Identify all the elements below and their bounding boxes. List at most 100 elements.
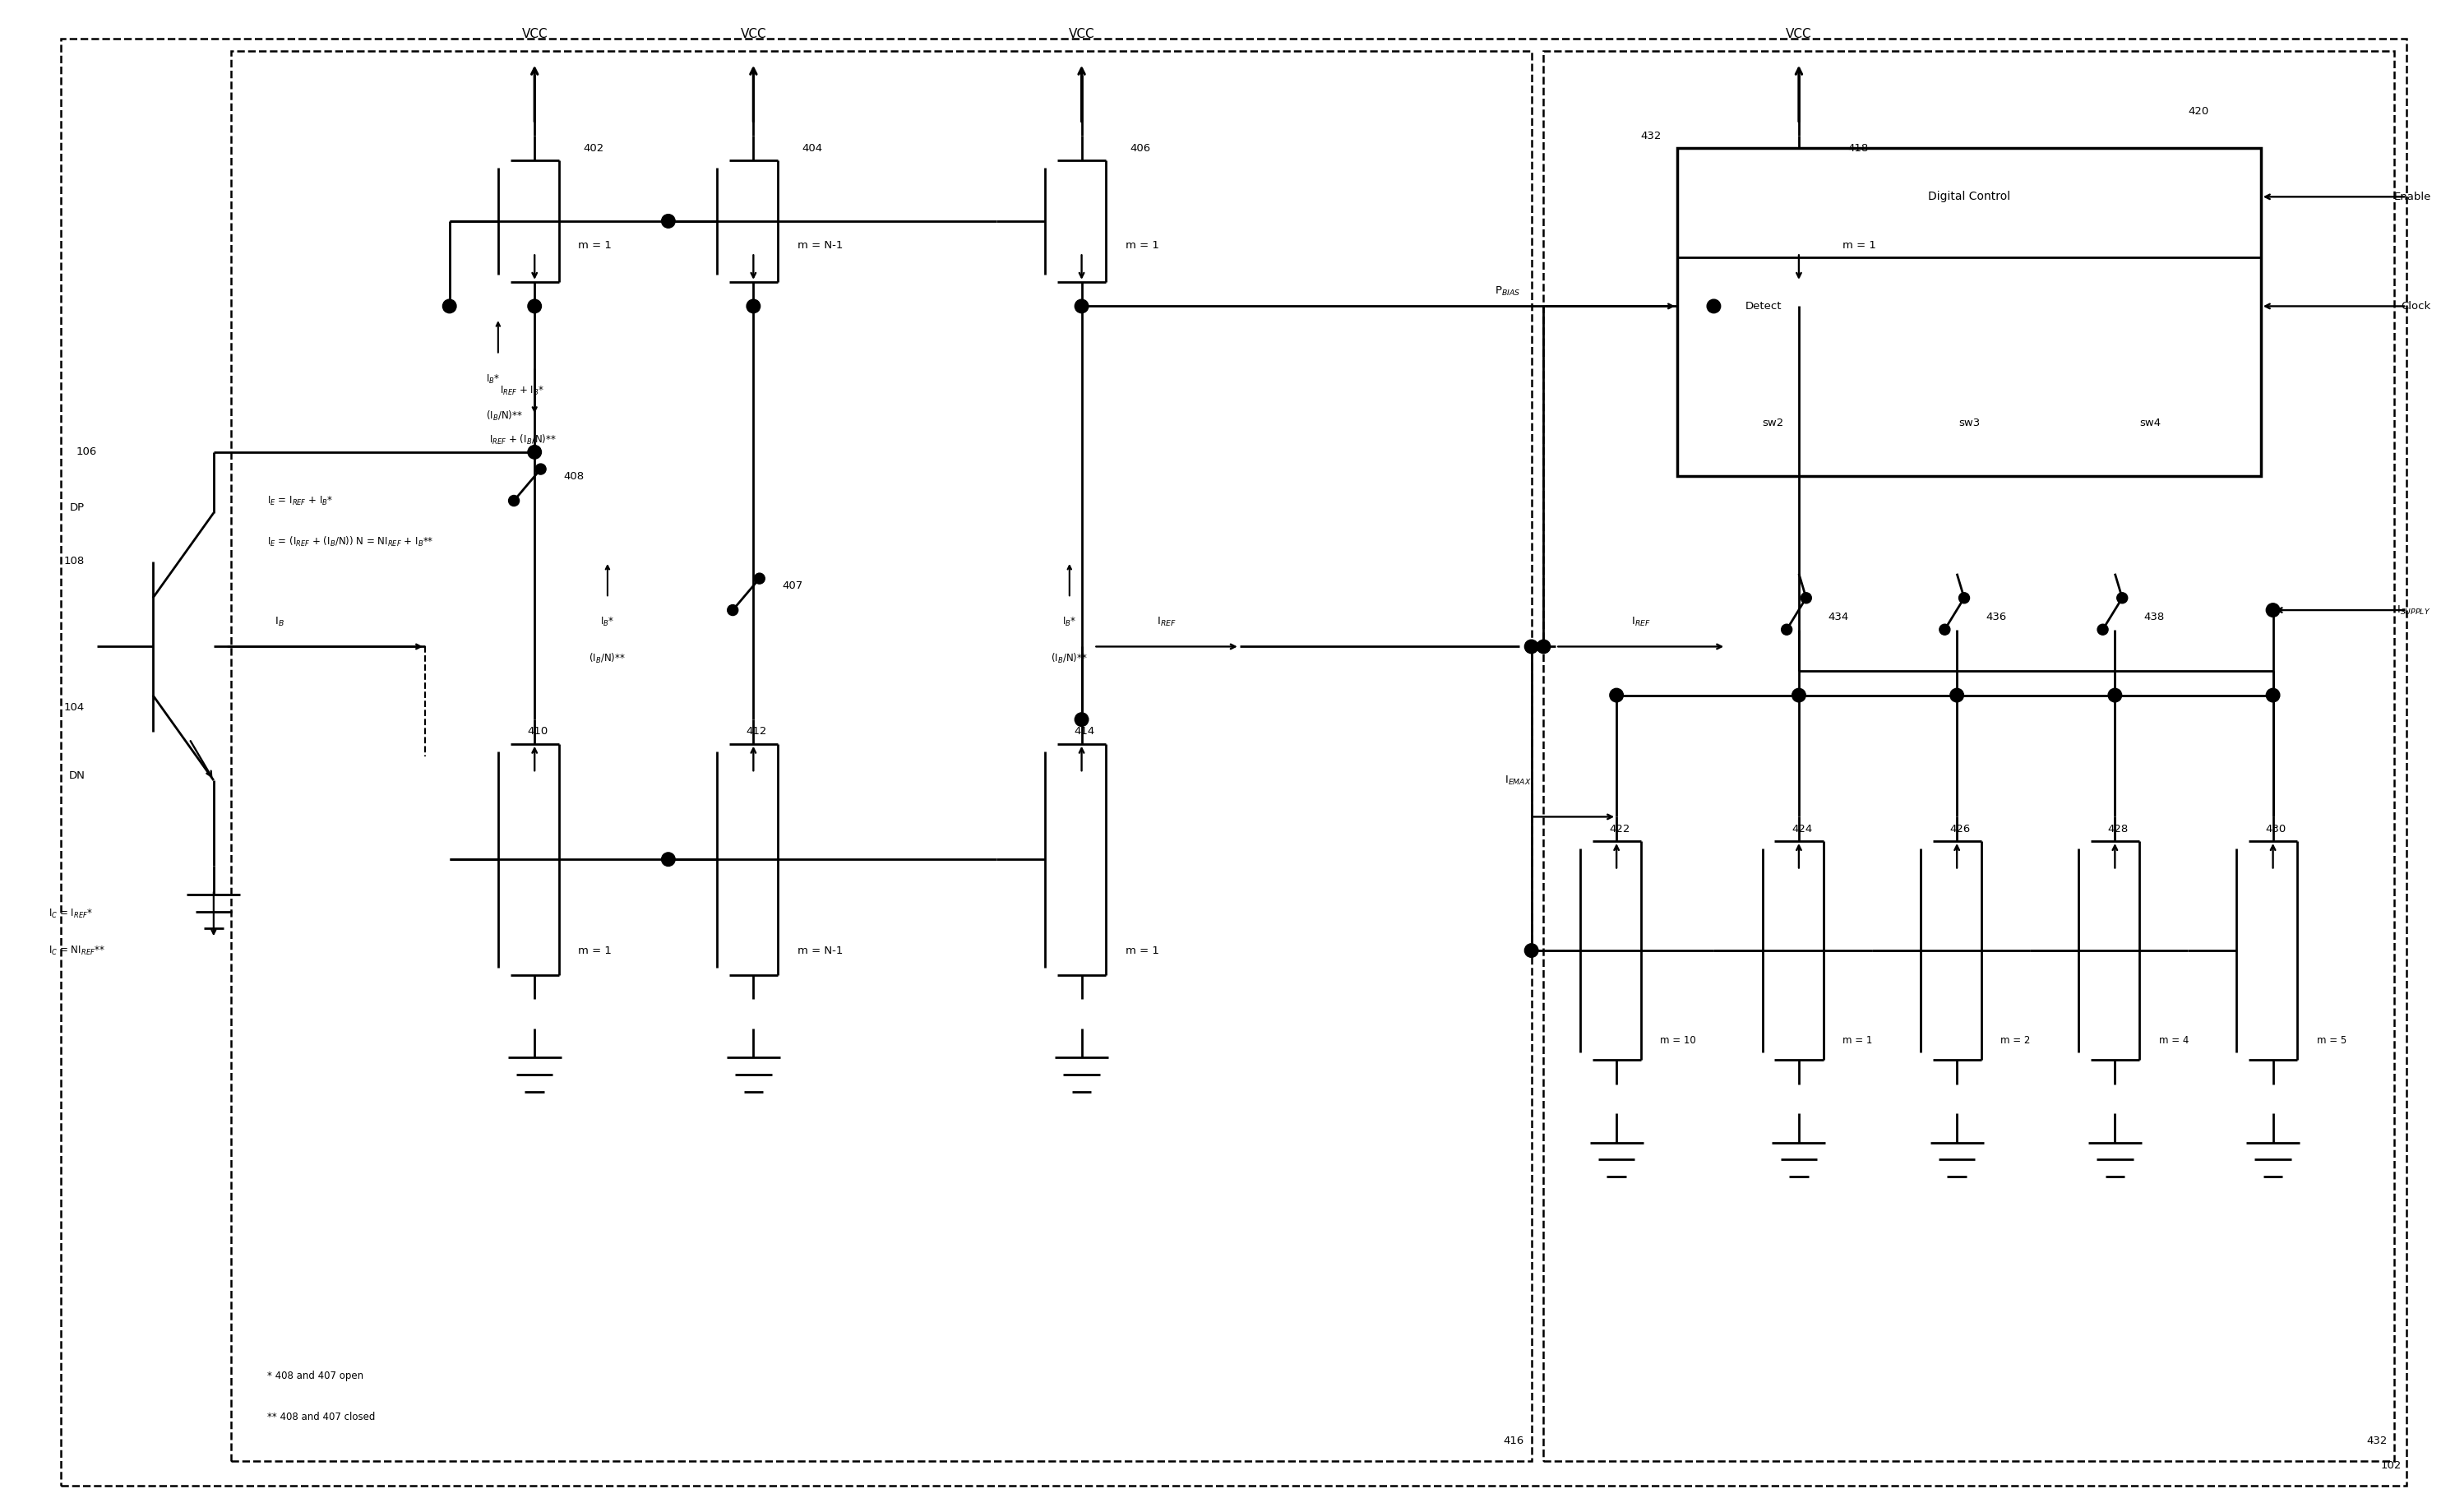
Circle shape: [1706, 299, 1721, 313]
Circle shape: [1525, 640, 1539, 653]
Text: I$_C$ = NI$_{REF}$**: I$_C$ = NI$_{REF}$**: [49, 945, 106, 957]
Circle shape: [2266, 688, 2281, 702]
Text: I$_{EMAX}$: I$_{EMAX}$: [1505, 774, 1532, 786]
Text: 434: 434: [1829, 612, 1849, 623]
Circle shape: [660, 853, 675, 866]
Text: ** 408 and 407 closed: ** 408 and 407 closed: [268, 1412, 376, 1423]
Text: I$_{REF}$ + (I$_B$/N)**: I$_{REF}$ + (I$_B$/N)**: [489, 434, 555, 446]
Circle shape: [746, 299, 761, 313]
Circle shape: [1939, 624, 1949, 635]
Text: m = 1: m = 1: [1124, 945, 1159, 956]
Text: I$_C$ = I$_{REF}$*: I$_C$ = I$_{REF}$*: [49, 907, 93, 921]
Text: sw4: sw4: [2138, 417, 2160, 428]
Circle shape: [1792, 688, 1807, 702]
Circle shape: [2266, 603, 2281, 617]
Text: 432: 432: [1640, 130, 1662, 141]
Text: 426: 426: [1949, 824, 1971, 835]
Text: I$_E$ = I$_{REF}$ + I$_B$*: I$_E$ = I$_{REF}$ + I$_B$*: [268, 494, 334, 507]
Text: I$_{SUPPLY}$: I$_{SUPPLY}$: [2396, 603, 2430, 617]
Circle shape: [660, 215, 675, 228]
Text: (I$_B$/N)**: (I$_B$/N)**: [1051, 652, 1088, 665]
Circle shape: [1075, 299, 1088, 313]
Bar: [231, 51, 1532, 1461]
Text: I$_{REF}$: I$_{REF}$: [1630, 615, 1650, 629]
Text: 422: 422: [1608, 824, 1630, 835]
Text: sw2: sw2: [1763, 417, 1785, 428]
Bar: [1544, 51, 2394, 1461]
Circle shape: [754, 573, 766, 584]
Circle shape: [442, 299, 457, 313]
Text: Digital Control: Digital Control: [1927, 191, 2011, 203]
Text: 432: 432: [2367, 1436, 2386, 1447]
Text: VCC: VCC: [741, 27, 766, 39]
Text: VCC: VCC: [520, 27, 547, 39]
Text: m = 1: m = 1: [1844, 240, 1876, 251]
Text: 108: 108: [64, 556, 86, 567]
Text: I$_{REF}$ + I$_B$*: I$_{REF}$ + I$_B$*: [501, 386, 545, 398]
Text: 402: 402: [584, 142, 604, 154]
Text: 420: 420: [2187, 106, 2210, 116]
Circle shape: [2097, 624, 2109, 635]
Bar: [1677, 148, 2261, 476]
Text: sw3: sw3: [1959, 417, 1979, 428]
Circle shape: [727, 605, 739, 615]
Circle shape: [528, 445, 543, 458]
Text: 106: 106: [76, 446, 96, 458]
Text: 104: 104: [64, 702, 86, 712]
Text: (I$_B$/N)**: (I$_B$/N)**: [589, 652, 626, 665]
Text: m = 5: m = 5: [2318, 1036, 2347, 1046]
Circle shape: [1610, 688, 1623, 702]
Text: 430: 430: [2266, 824, 2286, 835]
Text: P$_{BIAS}$: P$_{BIAS}$: [1495, 286, 1520, 298]
Text: 436: 436: [1986, 612, 2006, 623]
Circle shape: [2109, 688, 2121, 702]
Circle shape: [508, 496, 520, 507]
Text: 416: 416: [1502, 1436, 1525, 1447]
Text: 428: 428: [2109, 824, 2128, 835]
Text: m = 1: m = 1: [579, 240, 611, 251]
Text: 418: 418: [1849, 142, 1868, 154]
Circle shape: [1537, 640, 1552, 653]
Text: (I$_B$/N)**: (I$_B$/N)**: [486, 408, 523, 422]
Circle shape: [1949, 688, 1964, 702]
Circle shape: [2116, 593, 2128, 603]
Text: 406: 406: [1129, 142, 1151, 154]
Text: m = 1: m = 1: [579, 945, 611, 956]
Text: Clock: Clock: [2401, 301, 2430, 311]
Text: I$_E$ = (I$_{REF}$ + (I$_B$/N)) N = NI$_{REF}$ + I$_B$**: I$_E$ = (I$_{REF}$ + (I$_B$/N)) N = NI$_…: [268, 535, 435, 549]
Text: VCC: VCC: [1068, 27, 1095, 39]
Text: I$_B$: I$_B$: [275, 615, 285, 629]
Circle shape: [1802, 593, 1812, 603]
Text: I$_B$*: I$_B$*: [486, 373, 501, 386]
Text: Detect: Detect: [1746, 301, 1782, 311]
Text: I$_B$*: I$_B$*: [601, 615, 614, 629]
Text: VCC: VCC: [1785, 27, 1812, 39]
Text: I$_{REF}$: I$_{REF}$: [1156, 615, 1176, 629]
Circle shape: [535, 464, 545, 475]
Text: 410: 410: [528, 726, 547, 736]
Text: m = 10: m = 10: [1660, 1036, 1696, 1046]
Text: 408: 408: [565, 472, 584, 482]
Text: DP: DP: [69, 502, 86, 514]
Circle shape: [1075, 712, 1088, 726]
Text: Enable: Enable: [2394, 192, 2430, 203]
Text: m = N-1: m = N-1: [798, 240, 842, 251]
Text: m = 1: m = 1: [1124, 240, 1159, 251]
Text: 424: 424: [1792, 824, 1812, 835]
Circle shape: [1782, 624, 1792, 635]
Text: m = 4: m = 4: [2158, 1036, 2187, 1046]
Circle shape: [1959, 593, 1969, 603]
Text: DN: DN: [69, 770, 86, 780]
Text: I$_B$*: I$_B$*: [1063, 615, 1075, 629]
Text: * 408 and 407 open: * 408 and 407 open: [268, 1371, 363, 1382]
Text: 407: 407: [783, 581, 803, 591]
Text: 438: 438: [2143, 612, 2165, 623]
Text: 102: 102: [2381, 1461, 2401, 1471]
Text: m = N-1: m = N-1: [798, 945, 842, 956]
Text: m = 1: m = 1: [1844, 1036, 1873, 1046]
Text: m = 2: m = 2: [2001, 1036, 2030, 1046]
Text: 412: 412: [746, 726, 766, 736]
Circle shape: [528, 299, 543, 313]
Text: 414: 414: [1075, 726, 1095, 736]
Circle shape: [1525, 943, 1539, 957]
